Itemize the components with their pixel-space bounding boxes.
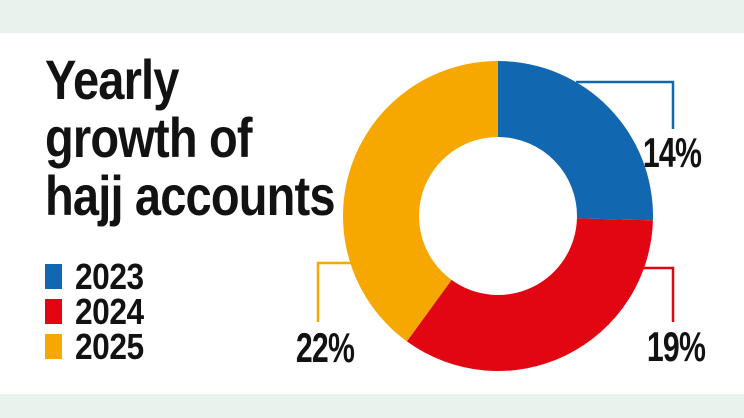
slice-2025 [342,60,498,342]
legend-item-2024: 2024 [45,291,153,332]
legend-label-2023: 2023 [75,256,144,297]
legend-label-2025: 2025 [75,326,144,367]
slice-2024 [406,218,653,372]
callout-line-2024 [643,266,675,322]
bottom-banner [0,394,744,418]
legend-item-2023: 2023 [45,256,153,297]
slice-2023 [498,61,654,221]
legend-swatch-2023-icon [45,264,62,289]
chart-title: Yearly growth of hajj accounts [45,48,336,227]
callout-line-2025 [316,261,351,322]
legend-label-2024: 2024 [75,291,144,332]
callout-line-2023 [576,80,675,129]
data-label-2023: 14% [642,129,702,176]
donut-slices [342,60,654,372]
data-label-2025: 22% [295,324,355,371]
data-label-2024: 19% [646,323,706,370]
legend-item-2025: 2025 [45,326,153,367]
legend-swatch-2025-icon [45,334,62,359]
legend-swatch-2024-icon [45,299,62,324]
legend: 2023 2024 2025 [45,256,153,369]
top-banner [0,0,744,33]
